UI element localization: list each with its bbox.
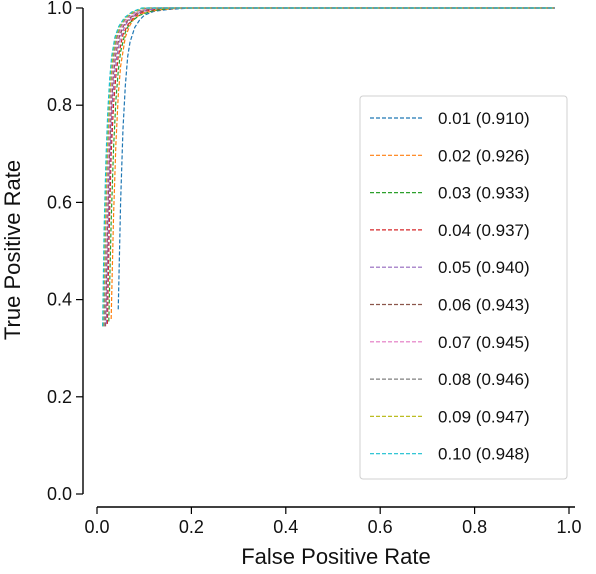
x-axis-title: False Positive Rate <box>241 544 431 569</box>
legend-box <box>359 95 568 480</box>
y-axis-title: True Positive Rate <box>0 160 25 340</box>
y-tick-label: 0.4 <box>47 290 72 310</box>
x-tick-label: 1.0 <box>556 517 581 537</box>
y-tick-label: 0.0 <box>47 484 72 504</box>
legend-label-5: 0.05 (0.940) <box>438 258 530 277</box>
legend-label-3: 0.03 (0.933) <box>438 184 530 203</box>
legend-label-1: 0.01 (0.910) <box>438 109 530 128</box>
roc-curve-3 <box>108 7 555 322</box>
x-tick-label: 0.2 <box>179 517 204 537</box>
y-tick-label: 0.8 <box>47 95 72 115</box>
legend-label-10: 0.10 (0.948) <box>438 445 530 464</box>
x-tick-label: 0.6 <box>368 517 393 537</box>
y-ticks: 0.0 0.2 0.4 0.6 0.8 1.0 <box>47 0 83 504</box>
axes <box>82 8 575 508</box>
roc-curve-10 <box>102 7 555 327</box>
x-tick-label: 0.0 <box>84 517 109 537</box>
y-tick-label: 1.0 <box>47 0 72 18</box>
roc-curve-9 <box>102 7 555 327</box>
legend-label-7: 0.07 (0.945) <box>438 333 530 352</box>
legend-label-9: 0.09 (0.947) <box>438 407 530 426</box>
y-tick-label: 0.2 <box>47 387 72 407</box>
legend: 0.01 (0.910) 0.02 (0.926) 0.03 (0.933) 0.04… <box>359 95 568 480</box>
x-tick-label: 0.8 <box>462 517 487 537</box>
plot-area <box>102 7 555 327</box>
y-tick-label: 0.6 <box>47 192 72 212</box>
x-ticks: 0.0 0.2 0.4 0.6 0.8 1.0 <box>84 507 582 537</box>
legend-label-4: 0.04 (0.937) <box>438 221 530 240</box>
x-tick-label: 0.4 <box>273 517 298 537</box>
legend-label-2: 0.02 (0.926) <box>438 146 530 165</box>
legend-label-6: 0.06 (0.943) <box>438 296 530 315</box>
legend-label-8: 0.08 (0.946) <box>438 370 530 389</box>
roc-curve-2 <box>110 7 555 320</box>
